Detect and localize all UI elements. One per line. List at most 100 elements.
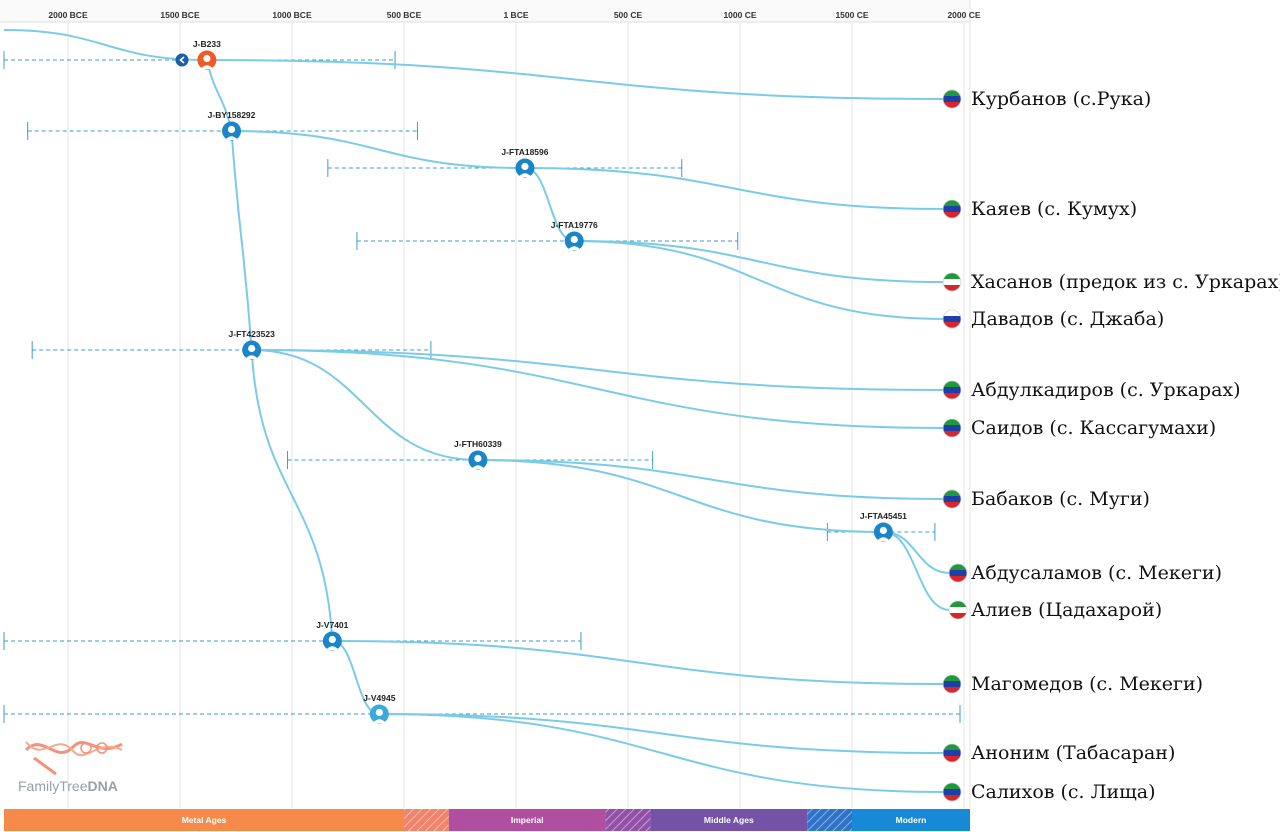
descendant-name: Абдусаламов (с. Мекеги) (971, 562, 1222, 584)
axis-tick-label: 1500 BCE (160, 10, 200, 20)
era-imperial: Imperial (448, 809, 606, 831)
era-modern: Modern (852, 809, 970, 831)
era-label: Imperial (511, 815, 544, 825)
haplogroup-node-j-fta45451[interactable]: J-FTA45451 (860, 511, 907, 542)
axis-background (0, 0, 970, 22)
axis-tick-label: 2000 BCE (48, 10, 88, 20)
descendant-2[interactable]: Хасанов (предок из с. Уркарах) (942, 271, 1280, 293)
tree-link (230, 130, 253, 351)
flag-dagestan-icon (943, 381, 961, 399)
confidence-intervals (3, 51, 961, 723)
era-transition-1 (404, 809, 449, 831)
descendant-link (883, 531, 951, 574)
descendant-link (332, 640, 945, 685)
person-icon (325, 635, 339, 650)
node-label: J-B233 (193, 39, 221, 49)
era-metal-ages: Metal Ages (4, 809, 404, 831)
grid-lines (67, 22, 965, 808)
era-transition-3 (605, 809, 651, 831)
haplogroup-node-j-fta19776[interactable]: J-FTA19776 (551, 220, 598, 251)
descendant-name: Хасанов (предок из с. Уркарах) (971, 271, 1280, 293)
person-icon (372, 708, 386, 723)
descendant-name: Магомедов (с. Мекеги) (971, 673, 1203, 695)
descendant-name: Аноним (Табасаран) (971, 742, 1175, 764)
person-icon (245, 344, 259, 359)
person-icon (200, 54, 214, 69)
flag-dagestan-icon (943, 675, 961, 693)
axis-tick-label: 500 BCE (387, 10, 422, 20)
descendant-link (206, 59, 945, 100)
axis-tick-label: 2000 CE (947, 10, 980, 20)
era-band: Metal Ages Imperial Middle Ages Modern (4, 809, 970, 831)
descendant-link (883, 531, 951, 611)
flag-dagestan-icon (943, 490, 961, 508)
tree-links (3, 29, 951, 793)
descendant-1[interactable]: Каяев (с. Кумух) (942, 198, 1137, 220)
haplogroup-node-j-v4945[interactable]: J-V4945 (363, 693, 396, 724)
descendant-name: Саидов (с. Кассагумахи) (971, 417, 1216, 439)
haplogroup-node-j-by158292[interactable]: J-BY158292 (208, 110, 256, 141)
person-icon (876, 526, 890, 541)
flag-dagestan-icon (943, 419, 961, 437)
descendant-name: Бабаков (с. Муги) (971, 488, 1150, 510)
descendant-0[interactable]: Курбанов (с.Рука) (942, 88, 1151, 110)
axis-tick-label: 500 CE (614, 10, 643, 20)
dna-helix-icon (24, 741, 123, 776)
axis-tick-label: 1 BCE (503, 10, 528, 20)
descendant-name: Каяев (с. Кумух) (971, 198, 1137, 220)
haplogroup-node-j-fta18596[interactable]: J-FTA18596 (501, 147, 549, 178)
person-icon (567, 235, 581, 250)
tree-link (205, 59, 233, 132)
descendant-name: Абдулкадиров (с. Уркарах) (971, 379, 1241, 401)
chevron-left-icon[interactable] (175, 53, 189, 67)
era-label: Modern (896, 815, 927, 825)
tree-link (231, 130, 525, 169)
descendant-8[interactable]: Алиев (Цадахарой) (948, 599, 1162, 621)
logo-wordmark: FamilyTreeDNA (18, 778, 118, 794)
descendant-link (379, 713, 945, 793)
descendant-name: Курбанов (с.Рука) (971, 88, 1151, 110)
node-label: J-V4945 (363, 693, 395, 703)
node-label: J-FTH60339 (454, 439, 502, 449)
descendant-link (251, 349, 945, 429)
haplogroup-node-j-ft423523[interactable]: J-FT423523 (229, 329, 276, 360)
flag-dagestan-icon (943, 90, 961, 108)
era-transition-5 (807, 809, 852, 831)
descendant-3[interactable]: Давадов (с. Джаба) (942, 308, 1164, 330)
descendant-5[interactable]: Саидов (с. Кассагумахи) (942, 417, 1216, 439)
axis-tick-label: 1500 CE (835, 10, 868, 20)
descendant-name: Давадов (с. Джаба) (971, 308, 1164, 330)
flag-dagestan-icon (943, 783, 961, 801)
descendant-6[interactable]: Бабаков (с. Муги) (942, 488, 1150, 510)
haplogroup-node-j-b233[interactable]: J-B233 (193, 39, 221, 70)
descendant-link (379, 713, 945, 754)
descendant-10[interactable]: Аноним (Табасаран) (942, 742, 1175, 764)
era-middle-ages: Middle Ages (650, 809, 808, 831)
flag-dagestan-icon (949, 564, 967, 582)
flag-dagestan-icon (943, 200, 961, 218)
time-axis: 2000 BCE 1500 BCE 1000 BCE 500 BCE 1 BCE 500 … (48, 10, 980, 20)
haplogroup-node-j-fth60339[interactable]: J-FTH60339 (454, 439, 502, 470)
descendant-4[interactable]: Абдулкадиров (с. Уркарах) (942, 379, 1241, 401)
descendant-7[interactable]: Абдусаламов (с. Мекеги) (948, 562, 1222, 584)
node-label: J-FTA45451 (860, 511, 907, 521)
descendant-link (477, 459, 945, 500)
descendant-9[interactable]: Магомедов (с. Мекеги) (942, 673, 1203, 695)
node-label: J-FT423523 (229, 329, 276, 339)
tree-link (251, 349, 478, 461)
descendant-11[interactable]: Салихов (с. Лища) (942, 781, 1156, 803)
person-icon (518, 162, 532, 177)
familytreedna-logo (24, 741, 123, 776)
tree-nodes: J-B233 J-BY158292 J-FTA18596 J-FTA19776 J-FT… (175, 39, 907, 724)
haplogroup-node-j-v7401[interactable]: J-V7401 (316, 620, 349, 651)
node-label: J-FTA19776 (551, 220, 598, 230)
era-label: Middle Ages (704, 815, 754, 825)
flag-dagestan-icon (943, 744, 961, 762)
flag-chechnya-icon (943, 273, 961, 291)
person-icon (471, 454, 485, 469)
descendant-link (574, 240, 945, 283)
descendant-link (574, 240, 945, 320)
tree-link (477, 459, 884, 533)
node-label: J-FTA18596 (501, 147, 548, 157)
